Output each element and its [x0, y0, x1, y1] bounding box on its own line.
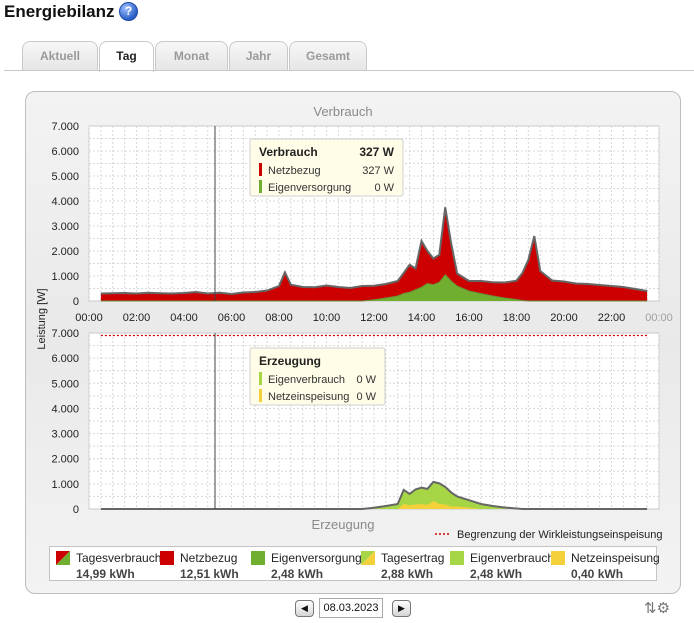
- tooltip-title: Verbrauch: [259, 145, 318, 159]
- y-tick-label: 6.000: [51, 353, 79, 365]
- legend-value: 2,48 kWh: [470, 567, 523, 581]
- tooltip-row-value: 327 W: [362, 165, 394, 177]
- y-tick-label: 3.000: [51, 221, 79, 233]
- chart-title: Verbrauch: [313, 104, 372, 119]
- x-tick-label: 12:00: [360, 312, 388, 324]
- tab-aktuell[interactable]: Aktuell: [22, 41, 98, 70]
- tab-jahr[interactable]: Jahr: [229, 41, 288, 70]
- y-tick-label: 7.000: [51, 328, 79, 340]
- y-axis-label: Leistung [W]: [36, 288, 48, 349]
- legend-value: 12,51 kWh: [180, 567, 239, 581]
- swatch-eigenversorgung: [251, 551, 265, 565]
- tooltip-row-label: Eigenverbrauch: [268, 374, 345, 386]
- x-tick-label: 10:00: [313, 312, 341, 324]
- swatch-tagesertrag: [361, 551, 375, 565]
- tab-monat[interactable]: Monat: [155, 41, 228, 70]
- x-tick-label: 08:00: [265, 312, 293, 324]
- y-tick-label: 5.000: [51, 171, 79, 183]
- chevron-right-icon[interactable]: ▶: [392, 600, 411, 617]
- y-tick-label: 6.000: [51, 146, 79, 158]
- x-tick-label: 02:00: [123, 312, 151, 324]
- x-tick-label: 20:00: [550, 312, 578, 324]
- tooltip-title-value: 327 W: [359, 145, 394, 159]
- tooltip-title: Erzeugung: [259, 354, 321, 368]
- y-tick-label: 2.000: [51, 246, 79, 258]
- y-tick-label: 4.000: [51, 403, 79, 415]
- tab-gesamt[interactable]: Gesamt: [289, 41, 367, 70]
- legend-label: Tagesertrag: [381, 551, 445, 565]
- series-total-line: [100, 207, 648, 296]
- tooltip-swatch: [259, 180, 262, 193]
- x-tick-label: 14:00: [408, 312, 436, 324]
- chevron-left-icon[interactable]: ◀: [295, 600, 314, 617]
- tooltip-swatch: [259, 372, 262, 385]
- legend-label: Tagesverbrauch: [76, 551, 162, 565]
- y-tick-label: 1.000: [51, 271, 79, 283]
- x-tick-label: 00:00: [75, 312, 103, 324]
- tooltip-box: [249, 138, 404, 197]
- tooltip-swatch: [259, 163, 262, 176]
- tooltip-row-label: Netzbezug: [268, 165, 321, 177]
- y-tick-label: 2.000: [51, 454, 79, 466]
- date-field[interactable]: 08.03.2023: [319, 598, 383, 618]
- series-netzbezug-area: [100, 207, 648, 301]
- x-tick-label: 00:00: [645, 312, 673, 324]
- legend-value: 2,48 kWh: [271, 567, 324, 581]
- legend-label: Netzeinspeisung: [571, 551, 660, 565]
- swatch-tagesverbrauch: [56, 551, 70, 565]
- legend-label: Eigenverbrauch: [470, 551, 555, 565]
- legend-label: Eigenversorgung: [271, 551, 362, 565]
- legend-value: 14,99 kWh: [76, 567, 135, 581]
- tab-tag[interactable]: Tag: [99, 41, 154, 72]
- tab-divider: [4, 70, 694, 71]
- swatch-netzeinspeisung: [551, 551, 565, 565]
- page-title: Energiebilanz: [4, 2, 115, 21]
- tooltip-box: [249, 347, 386, 406]
- tooltip-verbrauch: Verbrauch 327 W Netzbezug 327 W Eigenversorg…: [249, 138, 404, 197]
- limit-legend-label: Begrenzung der Wirkleistungseinspeisung: [457, 529, 662, 541]
- legend-value: 0,40 kWh: [571, 567, 624, 581]
- tooltip-row-value: 0 W: [356, 374, 376, 386]
- y-tick-label: 0: [73, 504, 79, 516]
- series-total-line: [100, 480, 648, 510]
- verbrauch-chart: 0 1.000 2.000 3.000 4.000 5.000 6.000 7.000 Verb…: [51, 104, 672, 324]
- export-icon[interactable]: ⇅: [644, 600, 657, 617]
- y-tick-label: 3.000: [51, 429, 79, 441]
- x-tick-label: 06:00: [218, 312, 246, 324]
- tooltip-row-label: Netzeinspeisung: [268, 391, 349, 403]
- legend-label: Netzbezug: [180, 551, 238, 565]
- tooltip-row-value: 0 W: [356, 391, 376, 403]
- tooltip-erzeugung: Erzeugung Eigenverbrauch 0 W Netzeinspeisun…: [249, 347, 386, 406]
- swatch-eigenverbrauch: [450, 551, 464, 565]
- x-tick-label: 22:00: [598, 312, 626, 324]
- tooltip-row-label: Eigenversorgung: [268, 182, 351, 194]
- x-tick-label: 04:00: [170, 312, 198, 324]
- series-eigenversorgung-line: [100, 273, 648, 302]
- export-settings-icons: ⇅⚙: [644, 599, 670, 617]
- legend: Tagesverbrauch 14,99 kWh Netzbezug 12,51…: [49, 546, 660, 581]
- y-tick-label: 5.000: [51, 378, 79, 390]
- x-tick-label: 18:00: [503, 312, 531, 324]
- legend-value: 2,88 kWh: [381, 567, 434, 581]
- chart-title: Erzeugung: [312, 517, 375, 532]
- x-tick-label: 16:00: [455, 312, 483, 324]
- y-tick-label: 7.000: [51, 121, 79, 133]
- help-icon[interactable]: ?: [119, 2, 138, 21]
- tooltip-row-value: 0 W: [374, 182, 394, 194]
- y-tick-label: 0: [73, 296, 79, 308]
- tooltip-swatch: [259, 389, 262, 402]
- energy-chart[interactable]: 0 1.000 2.000 3.000 4.000 5.000 6.000 7.000 Verb…: [25, 91, 679, 546]
- gear-icon[interactable]: ⚙: [656, 600, 671, 617]
- y-tick-label: 4.000: [51, 196, 79, 208]
- y-tick-label: 1.000: [51, 479, 79, 491]
- swatch-netzbezug: [160, 551, 174, 565]
